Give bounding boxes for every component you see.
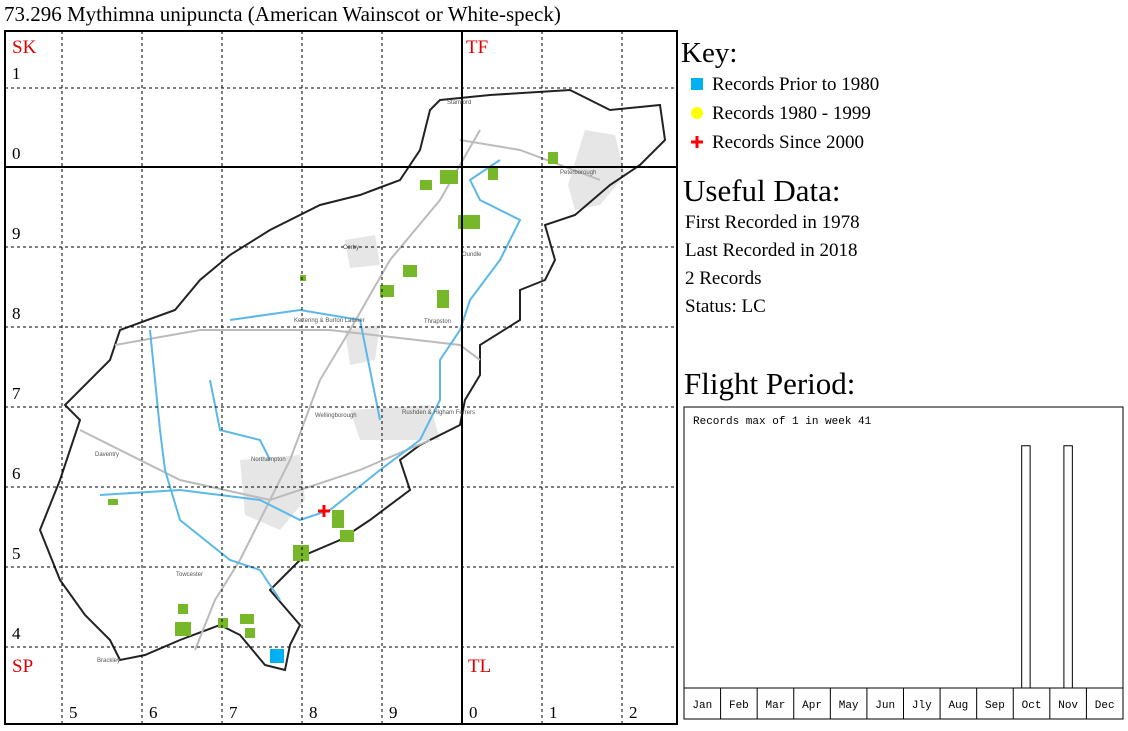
northing-label: 5 [12,544,21,563]
month-label: Jun [875,700,895,712]
key-label: Records 1980 - 1999 [712,103,871,124]
month-label: Mar [766,700,786,712]
record-since-2000 [318,505,330,517]
urban-areas [240,130,625,530]
map-frame [4,30,678,725]
useful-title: Useful Data: [683,173,841,208]
key-marker [691,78,703,90]
northing-label: 8 [12,304,21,323]
easting-label: 1 [549,703,558,722]
month-label: Nov [1058,700,1078,712]
easting-label: 2 [629,703,638,722]
key-label: Records Since 2000 [712,132,864,153]
place-name: Thrapston [424,319,451,325]
place-name: Wellingborough [315,413,357,419]
flight-title: Flight Period: [684,366,855,401]
northing-label: 4 [12,624,21,643]
square-label: TF [466,37,488,58]
place-name: Towcester [176,572,203,578]
northing-label: 6 [12,464,21,483]
square-label: TL [468,656,491,677]
northing-label: 0 [12,144,21,163]
data-line: Status: LC [685,296,766,317]
place-name: Brackley [97,658,120,664]
month-label: Oct [1022,700,1042,712]
chart-frame [683,406,1124,720]
place-name: Stamford [447,100,471,106]
county-outline [38,88,667,672]
easting-label: 9 [389,703,398,722]
rivers [99,159,522,601]
northing-label: 1 [12,64,21,83]
flight-period: Flight Period: Records max of 1 in week … [683,366,1124,720]
useful-data: Useful Data: First Recorded in 1978 Last … [683,173,860,317]
woodland [108,152,558,638]
square-label: SK [12,37,37,58]
easting-label: 6 [149,703,158,722]
month-label: Aug [948,700,968,712]
bar [1063,445,1073,689]
page-title: 73.296 Mythimna unipuncta (American Wain… [4,2,561,26]
chart-note: Records max of 1 in week 41 [693,416,872,428]
easting-label: 5 [69,703,78,722]
month-label: Feb [729,700,749,712]
key-marker [691,136,703,148]
key-title: Key: [681,37,737,69]
month-label: Jly [912,700,932,712]
roads [79,129,601,651]
place-name: Kettering & Burton Latimer [294,318,365,324]
bar [1021,445,1031,689]
place-name: Rushden & Higham Ferrers [402,410,475,416]
data-line: 2 Records [685,268,762,289]
place-name: Corby [343,245,359,251]
place-name: Peterborough [560,170,596,176]
easting-label: 7 [229,703,238,722]
places: Stamford Peterborough Corby Oundle Thrapston… [95,100,596,664]
record-prior-1980 [270,649,284,663]
key: Key: Records Prior to 1980 Records 1980 -… [681,37,879,153]
month-label: Jan [692,700,712,712]
key-marker [691,107,703,119]
place-name: Northampton [251,457,286,463]
data-line: Last Recorded in 2018 [685,240,858,261]
key-label: Records Prior to 1980 [712,74,879,95]
easting-label: 8 [309,703,318,722]
northing-label: 9 [12,224,21,243]
place-name: Daventry [95,452,119,458]
month-label: Sep [985,700,1005,712]
northing-label: 7 [12,384,21,403]
month-label: Apr [802,700,822,712]
square-label: SP [12,656,33,677]
place-name: Oundle [462,252,482,258]
month-label: May [839,700,859,712]
data-line: First Recorded in 1978 [685,212,860,233]
month-label: Dec [1095,700,1115,712]
easting-label: 0 [469,703,478,722]
